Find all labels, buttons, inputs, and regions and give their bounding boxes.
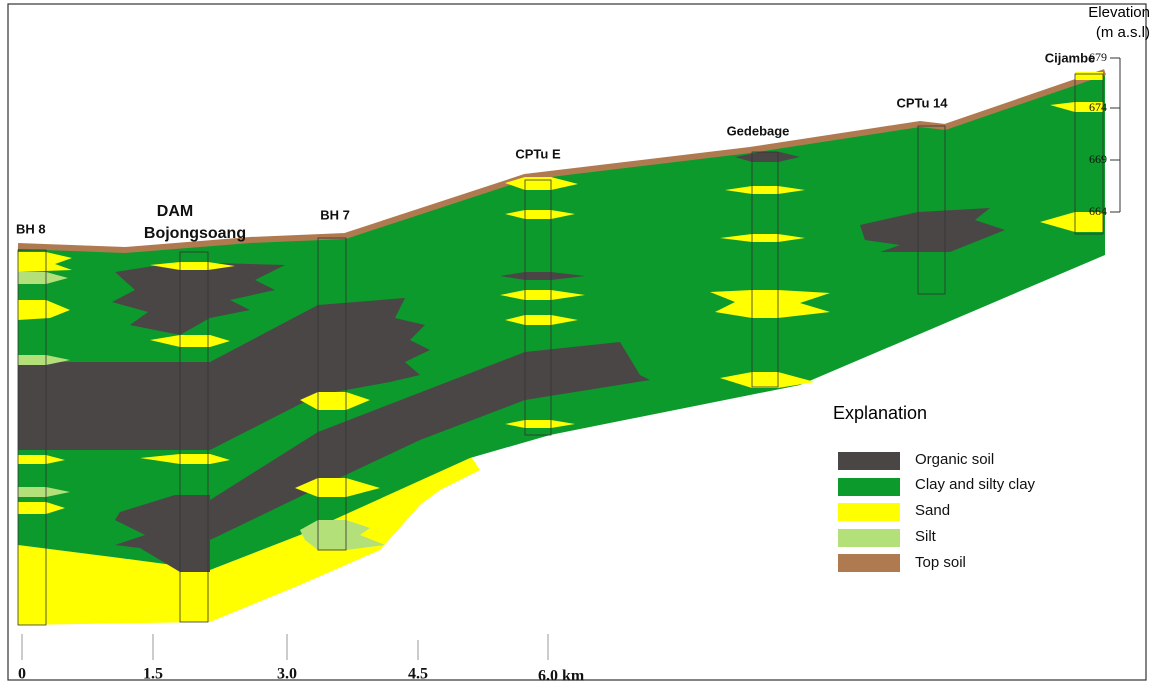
legend-label: Clay and silty clay bbox=[915, 476, 1036, 493]
elevation-tick: 674 bbox=[1089, 100, 1107, 114]
borehole-label: BH 8 bbox=[16, 221, 46, 236]
distance-tick: 6.0 km bbox=[538, 668, 585, 685]
distance-ticks bbox=[22, 634, 548, 660]
borehole-label: CPTu E bbox=[515, 146, 561, 161]
legend-swatch bbox=[838, 478, 900, 496]
distance-tick: 0 bbox=[18, 666, 26, 683]
borehole-label: BH 7 bbox=[320, 207, 350, 222]
distance-tick: 3.0 bbox=[277, 666, 297, 683]
elevation-tick: 669 bbox=[1089, 152, 1107, 166]
legend-title: Explanation bbox=[833, 403, 927, 423]
distance-tick: 1.5 bbox=[143, 666, 163, 683]
legend-label: Top soil bbox=[915, 554, 966, 571]
elevation-title: (m a.s.l) bbox=[1096, 24, 1150, 41]
elevation-axis bbox=[1110, 58, 1120, 212]
legend-swatch bbox=[838, 452, 900, 470]
borehole-label: Cijambe bbox=[1045, 50, 1096, 65]
cross-section: BH 8 DAM Bojongsoang BH 7 CPTu E Gedebag… bbox=[0, 0, 1153, 685]
elevation-tick: 679 bbox=[1089, 50, 1107, 64]
borehole-label: Gedebage bbox=[727, 123, 790, 138]
borehole-label: Bojongsoang bbox=[144, 225, 246, 242]
legend-swatch bbox=[838, 554, 900, 572]
elevation-tick: 664 bbox=[1089, 204, 1107, 218]
distance-tick: 4.5 bbox=[408, 666, 428, 683]
elevation-title: Elevation bbox=[1088, 4, 1150, 21]
legend-label: Sand bbox=[915, 502, 950, 519]
legend-label: Organic soil bbox=[915, 451, 994, 468]
borehole-label: CPTu 14 bbox=[896, 95, 948, 110]
borehole-label: DAM bbox=[157, 203, 193, 220]
page: {"boreholes": ["BH 8", "DAM", "Bojongsoa… bbox=[0, 0, 1153, 685]
legend-swatch bbox=[838, 503, 900, 521]
legend-swatch bbox=[838, 529, 900, 547]
legend-label: Silt bbox=[915, 528, 937, 545]
